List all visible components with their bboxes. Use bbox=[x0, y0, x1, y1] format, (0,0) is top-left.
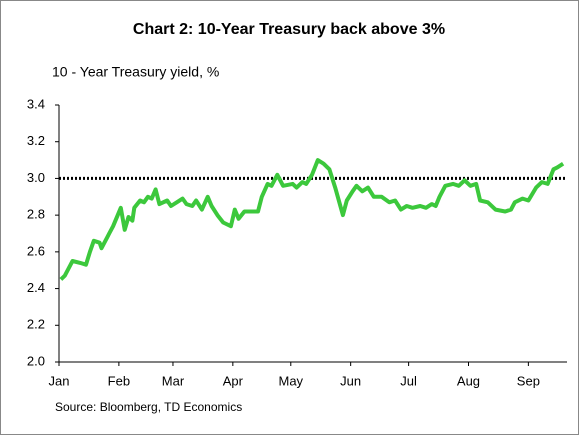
y-tick-label: 2.2 bbox=[27, 317, 45, 332]
x-tick-label: May bbox=[279, 373, 304, 388]
y-axis-label: 10 - Year Treasury yield, % bbox=[52, 64, 219, 80]
y-tick-label: 2.6 bbox=[27, 243, 45, 258]
y-tick-label: 2.4 bbox=[27, 280, 45, 295]
y-tick-label: 3.4 bbox=[27, 96, 45, 111]
line-series bbox=[59, 158, 565, 281]
chart-title: Chart 2: 10-Year Treasury back above 3% bbox=[133, 21, 445, 38]
x-tick-label: Feb bbox=[108, 373, 130, 388]
x-tick-label: Aug bbox=[457, 373, 480, 388]
x-tick-label: Sep bbox=[517, 373, 540, 388]
source: Source: Bloomberg, TD Economics bbox=[55, 400, 242, 414]
x-tick-label: Jan bbox=[49, 373, 70, 388]
y-tick-label: 3.0 bbox=[27, 170, 45, 185]
x-tick-label: Jun bbox=[340, 373, 361, 388]
y-tick-label: 2.0 bbox=[27, 353, 45, 368]
x-tick-label: Jul bbox=[400, 373, 417, 388]
y-tick-label: 2.8 bbox=[27, 207, 45, 222]
x-tick-label: Mar bbox=[162, 373, 185, 388]
x-tick-label: Apr bbox=[223, 373, 244, 388]
y-tick-label: 3.2 bbox=[27, 133, 45, 148]
